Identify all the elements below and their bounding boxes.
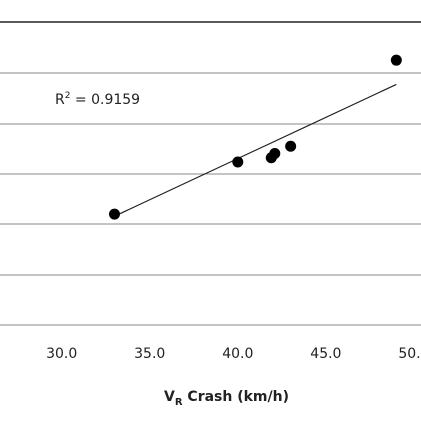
x-axis-label-rest: Crash (km/h) [183,389,289,405]
x-tick-labels: 30.0 35.0 40.0 45.0 50.0 [46,346,421,362]
data-point [269,148,281,160]
trendline [114,83,397,217]
data-point [390,54,402,66]
gridlines [0,21,421,326]
data-points [108,54,402,220]
data-point [285,140,297,152]
data-point [232,156,244,168]
x-tick-label: 40.0 [222,346,253,362]
x-tick-label: 50.0 [398,346,421,362]
r2-annotation-value: = 0.9159 [70,92,140,108]
x-tick-label: 30.0 [46,346,77,362]
x-tick-label: 35.0 [134,346,165,362]
r2-annotation: R2 = 0.9159 [55,91,140,108]
x-tick-label: 45.0 [310,346,341,362]
data-point [108,208,120,220]
r2-annotation-r: R [55,92,65,108]
x-axis-label-main: V [164,389,175,405]
x-axis-label-sub: R [175,397,183,408]
x-axis-label: VR Crash (km/h) [164,389,289,408]
r2-annotation-sup: 2 [65,91,71,101]
